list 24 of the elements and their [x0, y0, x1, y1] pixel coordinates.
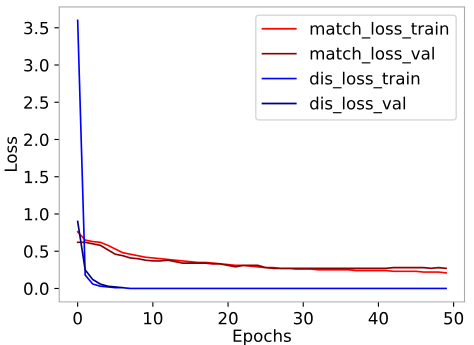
y-tick-label: 0.5: [24, 245, 48, 258]
y-tick-label: 2.0: [24, 133, 48, 146]
y-axis-title: Loss: [4, 136, 18, 172]
x-tick-label: 10: [144, 312, 162, 324]
x-tick-label: 50: [444, 312, 464, 324]
line-series: [76, 19, 447, 290]
x-tick-label: 40: [368, 312, 388, 324]
x-axis-title: Epochs: [234, 329, 291, 345]
y-tick-label: 1.0: [24, 208, 48, 221]
x-tick-label: 20: [218, 312, 238, 324]
legend-label: match_loss_train: [310, 22, 448, 38]
y-tick-label: 3.0: [24, 58, 48, 72]
y-tick-label: 1.5: [24, 170, 48, 184]
line-series: [76, 220, 124, 289]
y-tick-label: 0.0: [24, 282, 48, 296]
line-series: [76, 231, 447, 274]
x-tick-label: 30: [294, 312, 313, 324]
legend-label: match_loss_val: [310, 46, 434, 64]
legend-label: dis_loss_train: [310, 72, 420, 88]
legend-label: dis_loss_val: [310, 96, 406, 114]
y-tick-label: 2.5: [24, 96, 48, 109]
y-tick-label: 3.5: [24, 22, 48, 34]
x-tick-label: 0: [73, 312, 82, 324]
line-series: [76, 241, 447, 270]
